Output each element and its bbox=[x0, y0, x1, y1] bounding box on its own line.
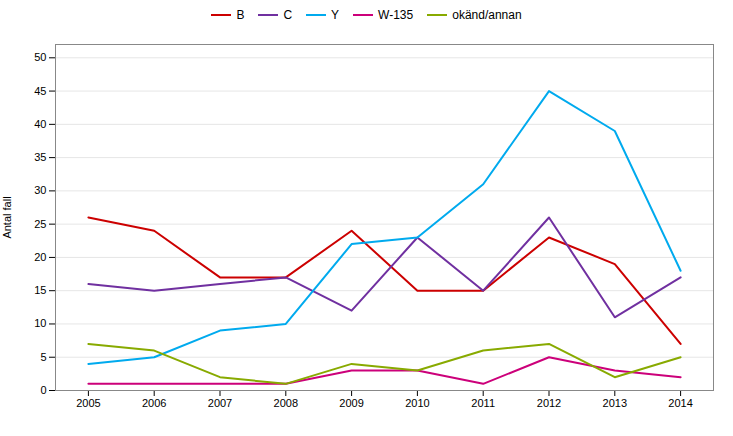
svg-text:10: 10 bbox=[34, 317, 46, 329]
svg-text:2011: 2011 bbox=[471, 397, 495, 409]
svg-text:2009: 2009 bbox=[339, 397, 363, 409]
svg-text:2014: 2014 bbox=[668, 397, 692, 409]
html-text:C: C bbox=[283, 8, 293, 22]
html-text:okänd/annan: okänd/annan bbox=[452, 8, 522, 22]
svg-text:2010: 2010 bbox=[405, 397, 429, 409]
svg-text:20: 20 bbox=[34, 251, 46, 263]
svg-text:5: 5 bbox=[40, 351, 46, 363]
svg-text:50: 50 bbox=[34, 51, 46, 63]
svg-text:15: 15 bbox=[34, 284, 46, 296]
svg-text:2013: 2013 bbox=[603, 397, 627, 409]
svg-text:0: 0 bbox=[40, 384, 46, 396]
html-text:W-135: W-135 bbox=[378, 8, 414, 22]
svg-text:Antal fall: Antal fall bbox=[1, 196, 13, 238]
svg-text:40: 40 bbox=[34, 118, 46, 130]
svg-text:2012: 2012 bbox=[537, 397, 561, 409]
svg-text:2005: 2005 bbox=[76, 397, 100, 409]
svg-text:2008: 2008 bbox=[274, 397, 298, 409]
svg-text:30: 30 bbox=[34, 184, 46, 196]
svg-text:45: 45 bbox=[34, 85, 46, 97]
svg-text:2006: 2006 bbox=[142, 397, 166, 409]
svg-text:25: 25 bbox=[34, 218, 46, 230]
html-text:Y: Y bbox=[331, 8, 340, 22]
html-text:B: B bbox=[236, 8, 245, 22]
svg-text:35: 35 bbox=[34, 151, 46, 163]
svg-text:2007: 2007 bbox=[208, 397, 232, 409]
